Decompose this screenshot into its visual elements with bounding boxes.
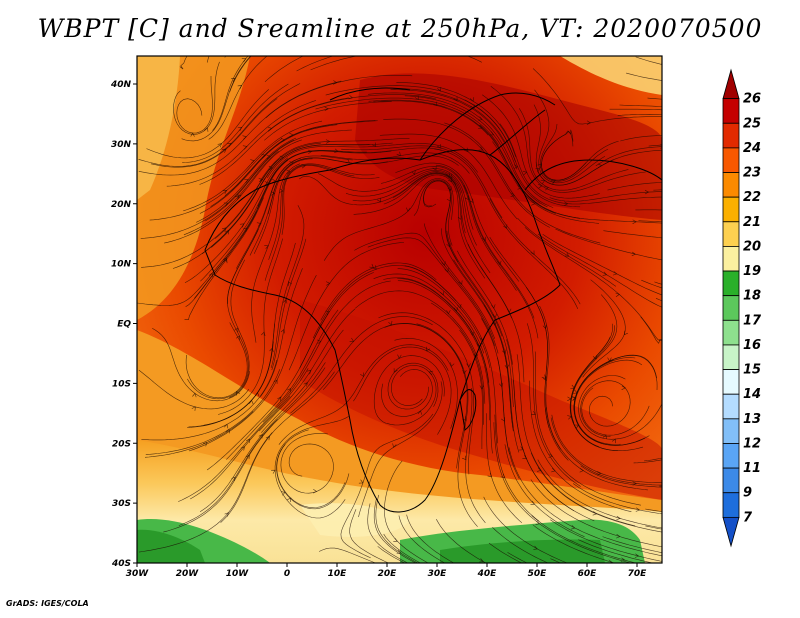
colorbar-segment	[722, 221, 740, 247]
lat-tick-label: EQ	[117, 320, 131, 330]
lat-tick-label: 20N	[111, 200, 132, 210]
colorbar-label: 7	[743, 510, 753, 525]
colorbar-label: 26	[743, 92, 761, 107]
colorbar-label: 25	[743, 116, 761, 131]
lon-tick-label: 10E	[328, 569, 348, 579]
coastlines	[204, 87, 662, 513]
colorbar-label: 24	[743, 141, 761, 156]
map-title: WBPT [C] and Sreamline at 250hPa, VT: 20…	[37, 14, 763, 43]
colorbar-label: 15	[743, 363, 761, 378]
lat-tick-label: 20S	[112, 439, 131, 449]
colorbar-segment	[722, 467, 740, 494]
lon-tick-label: 20W	[176, 569, 200, 579]
colorbar-label: 21	[743, 215, 761, 230]
colorbar-segment	[722, 443, 740, 469]
latitude-axis: 40N 30N 20N 10N EQ 10S 20S 30S 40S	[110, 80, 137, 569]
colorbar-label: 19	[743, 264, 761, 279]
colorbar-label: 11	[743, 461, 761, 476]
longitude-axis: 30W 20W 10W 0 10E 20E 30E 40E 50E 60E 70E	[126, 563, 647, 579]
colorbar-label: 23	[743, 166, 761, 181]
colorbar-label: 14	[743, 387, 761, 402]
colorbar-segment	[722, 492, 740, 518]
colorbar-segment	[722, 516, 740, 548]
lon-tick-label: 0	[284, 569, 290, 579]
lat-tick-label: 40S	[111, 559, 131, 569]
colorbar-segment	[722, 68, 740, 100]
colorbar-label: 17	[743, 313, 762, 328]
wbpt-field	[137, 56, 662, 563]
lon-tick-label: 60E	[578, 569, 598, 579]
colorbar-label: 13	[743, 412, 761, 427]
colorbar-segment	[722, 344, 740, 370]
lon-tick-label: 10W	[226, 569, 250, 579]
plot-border	[136, 55, 663, 564]
lat-tick-label: 30N	[111, 140, 132, 150]
lon-tick-label: 30W	[126, 569, 150, 579]
colorbar-segment	[722, 369, 740, 395]
grads-credit: GrADS: IGES/COLA	[6, 599, 89, 608]
colorbar-segment	[722, 172, 740, 198]
lat-tick-label: 30S	[112, 499, 131, 509]
colorbar-segment	[722, 295, 740, 321]
colorbar-label: 9	[743, 486, 752, 501]
lon-tick-label: 20E	[378, 569, 398, 579]
lat-tick-label: 10S	[112, 379, 131, 389]
lon-tick-label: 30E	[428, 569, 448, 579]
colorbar-segment	[722, 196, 740, 223]
colorbar-segment	[722, 418, 740, 444]
colorbar-label: 20	[743, 239, 761, 254]
lat-tick-label: 10N	[111, 260, 132, 270]
colorbar-segment	[722, 393, 740, 420]
lon-tick-label: 70E	[628, 569, 648, 579]
colorbar-segment	[722, 147, 740, 173]
lon-tick-label: 40E	[477, 569, 498, 579]
colorbar-segment	[722, 98, 740, 124]
colorbar-label: 18	[743, 289, 761, 304]
colorbar-label: 12	[743, 436, 761, 451]
colorbar-segment	[722, 319, 740, 346]
streamlines	[137, 56, 662, 563]
lat-tick-label: 40N	[110, 80, 132, 90]
colorbar-segment	[722, 246, 740, 272]
lon-tick-label: 50E	[528, 569, 548, 579]
colorbar-segment	[722, 270, 740, 297]
colorbar: 26 25 24 23 22 21 20 19 18 17 16 15 14 13 12 11 9 7	[722, 68, 762, 548]
colorbar-label: 16	[743, 338, 761, 353]
colorbar-segment	[722, 122, 740, 149]
colorbar-label: 22	[743, 190, 761, 205]
